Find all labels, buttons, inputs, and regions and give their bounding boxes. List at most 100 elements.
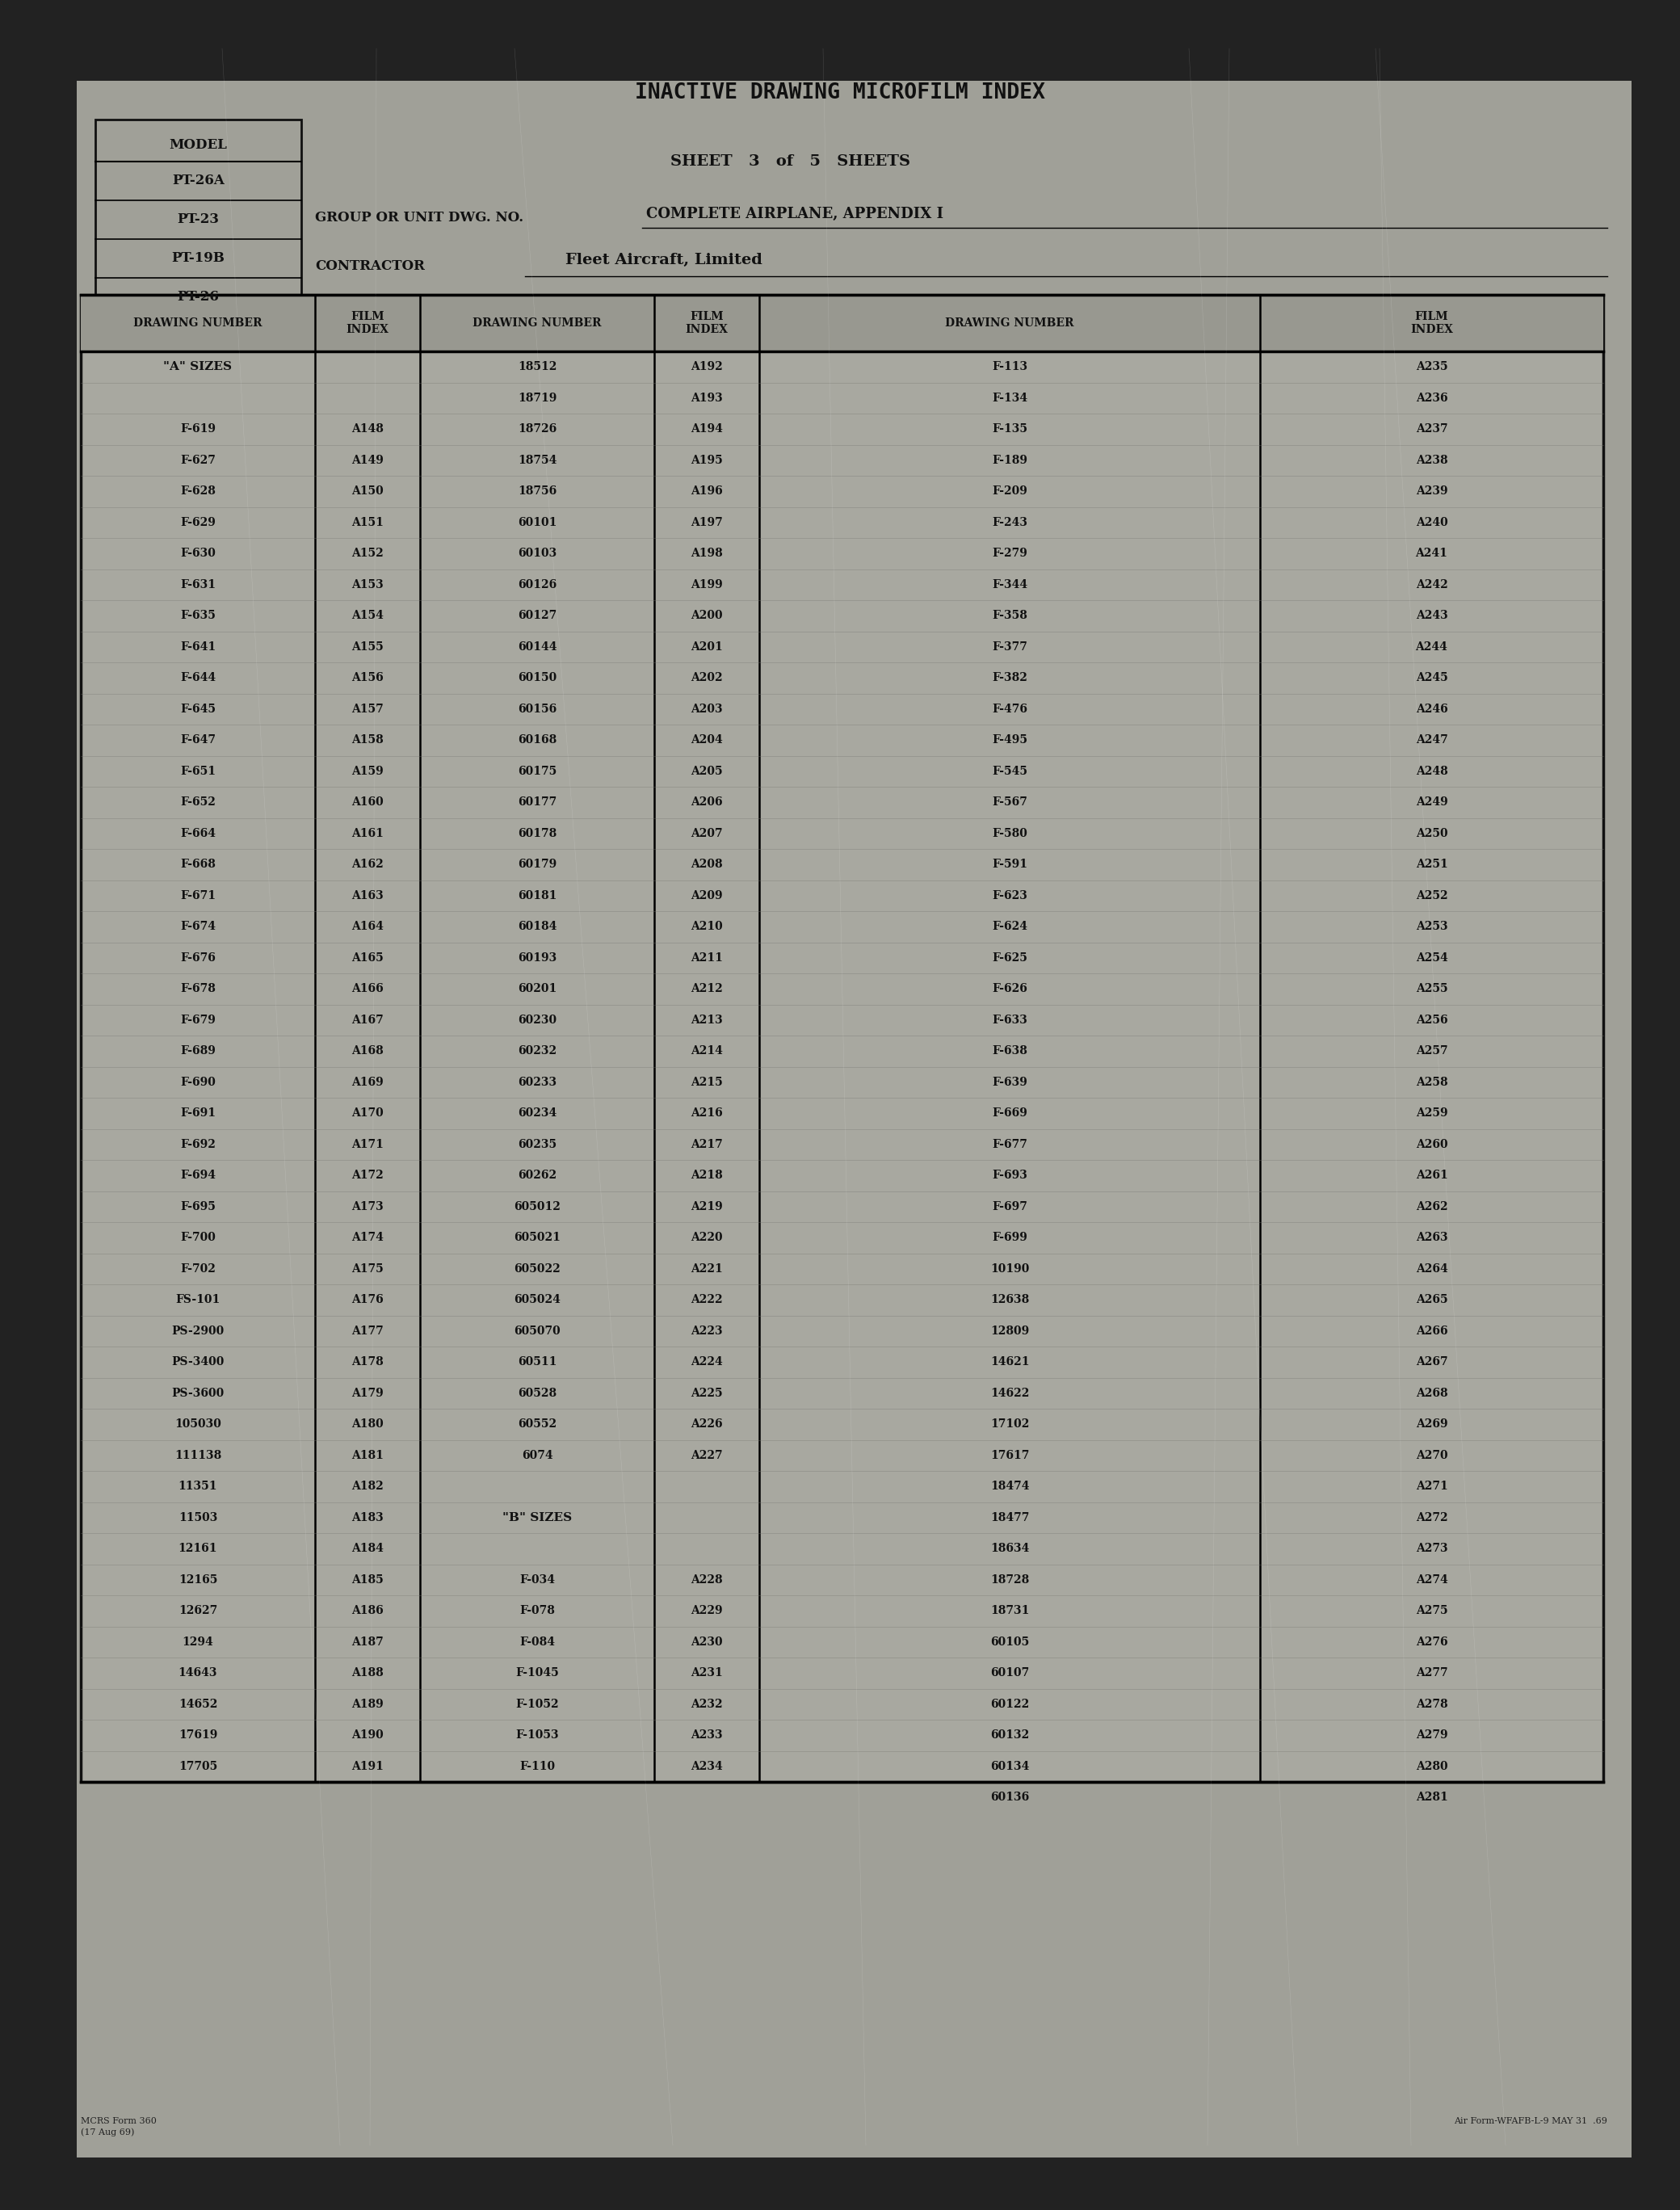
Text: F-694: F-694 bbox=[180, 1169, 215, 1180]
Text: A178: A178 bbox=[351, 1357, 383, 1368]
Text: F-700: F-700 bbox=[180, 1231, 215, 1244]
Text: 60132: 60132 bbox=[990, 1730, 1030, 1741]
Text: 60230: 60230 bbox=[517, 1014, 556, 1025]
Text: A216: A216 bbox=[690, 1107, 722, 1118]
Text: A157: A157 bbox=[351, 703, 383, 714]
Text: A211: A211 bbox=[690, 953, 722, 964]
Text: A228: A228 bbox=[690, 1574, 722, 1585]
Text: 14652: 14652 bbox=[178, 1699, 217, 1711]
Text: 14622: 14622 bbox=[990, 1388, 1030, 1399]
Text: 60101: 60101 bbox=[517, 517, 556, 528]
Text: F-078: F-078 bbox=[519, 1604, 554, 1616]
Text: A163: A163 bbox=[351, 891, 383, 902]
Text: 18719: 18719 bbox=[517, 393, 556, 404]
Text: F-677: F-677 bbox=[991, 1138, 1028, 1149]
Text: 17619: 17619 bbox=[178, 1730, 217, 1741]
Text: F-645: F-645 bbox=[180, 703, 215, 714]
Text: F-671: F-671 bbox=[180, 891, 215, 902]
Text: F-630: F-630 bbox=[180, 548, 215, 559]
Text: "B" SIZES: "B" SIZES bbox=[502, 1512, 571, 1523]
Text: 605022: 605022 bbox=[514, 1264, 561, 1275]
Text: Air Form-WFAFB-L-9 MAY 31  .69: Air Form-WFAFB-L-9 MAY 31 .69 bbox=[1453, 2117, 1608, 2126]
Text: A189: A189 bbox=[351, 1699, 383, 1711]
Text: F-638: F-638 bbox=[991, 1045, 1028, 1056]
Text: A272: A272 bbox=[1416, 1512, 1448, 1523]
Text: A192: A192 bbox=[690, 360, 722, 373]
Text: 11503: 11503 bbox=[178, 1512, 217, 1523]
Text: A208: A208 bbox=[690, 860, 722, 871]
Text: F-476: F-476 bbox=[991, 703, 1028, 714]
Text: 60511: 60511 bbox=[517, 1357, 556, 1368]
Text: A279: A279 bbox=[1416, 1730, 1448, 1741]
Text: A180: A180 bbox=[351, 1419, 383, 1430]
Text: F-693: F-693 bbox=[991, 1169, 1028, 1180]
Text: A265: A265 bbox=[1416, 1295, 1448, 1306]
Text: A239: A239 bbox=[1416, 486, 1448, 497]
Text: A174: A174 bbox=[351, 1231, 383, 1244]
Text: PS-3400: PS-3400 bbox=[171, 1357, 225, 1368]
Text: 60234: 60234 bbox=[517, 1107, 556, 1118]
Text: 60175: 60175 bbox=[517, 765, 556, 778]
Text: 10190: 10190 bbox=[990, 1264, 1030, 1275]
Text: A235: A235 bbox=[1416, 360, 1448, 373]
Text: A237: A237 bbox=[1416, 424, 1448, 435]
Text: A219: A219 bbox=[690, 1200, 722, 1213]
Text: FILM
INDEX: FILM INDEX bbox=[1410, 312, 1453, 336]
Text: F-628: F-628 bbox=[180, 486, 215, 497]
Text: F-135: F-135 bbox=[991, 424, 1028, 435]
Text: A217: A217 bbox=[690, 1138, 722, 1149]
Text: A254: A254 bbox=[1416, 953, 1448, 964]
Text: A275: A275 bbox=[1416, 1604, 1448, 1616]
Text: 60122: 60122 bbox=[990, 1699, 1030, 1711]
Text: A182: A182 bbox=[351, 1481, 383, 1492]
Text: F-377: F-377 bbox=[991, 641, 1028, 652]
Text: A280: A280 bbox=[1416, 1761, 1448, 1772]
Text: A250: A250 bbox=[1416, 829, 1448, 840]
Text: 60262: 60262 bbox=[517, 1169, 556, 1180]
Text: 60126: 60126 bbox=[517, 579, 556, 590]
Text: A238: A238 bbox=[1416, 455, 1448, 466]
Text: A159: A159 bbox=[351, 765, 383, 778]
Text: A188: A188 bbox=[351, 1666, 383, 1680]
Text: A150: A150 bbox=[351, 486, 383, 497]
Text: 111138: 111138 bbox=[175, 1450, 222, 1461]
Text: A172: A172 bbox=[351, 1169, 383, 1180]
Text: 60193: 60193 bbox=[517, 953, 556, 964]
Text: 18728: 18728 bbox=[990, 1574, 1030, 1585]
Text: F-674: F-674 bbox=[180, 922, 215, 933]
Text: F-567: F-567 bbox=[991, 796, 1028, 809]
Text: A212: A212 bbox=[690, 983, 722, 994]
Text: A260: A260 bbox=[1416, 1138, 1448, 1149]
Text: MODEL: MODEL bbox=[170, 139, 227, 152]
Text: A165: A165 bbox=[351, 953, 383, 964]
Text: A218: A218 bbox=[690, 1169, 722, 1180]
Text: A148: A148 bbox=[351, 424, 383, 435]
Text: A179: A179 bbox=[351, 1388, 383, 1399]
Text: A236: A236 bbox=[1416, 393, 1448, 404]
Text: F-626: F-626 bbox=[991, 983, 1028, 994]
Text: A221: A221 bbox=[690, 1264, 722, 1275]
Text: 14621: 14621 bbox=[990, 1357, 1030, 1368]
Text: A171: A171 bbox=[351, 1138, 383, 1149]
Text: A251: A251 bbox=[1416, 860, 1448, 871]
Text: A195: A195 bbox=[690, 455, 722, 466]
Text: A232: A232 bbox=[690, 1699, 722, 1711]
Text: 60232: 60232 bbox=[517, 1045, 556, 1056]
Text: F-580: F-580 bbox=[991, 829, 1028, 840]
Text: 60181: 60181 bbox=[517, 891, 556, 902]
Text: A225: A225 bbox=[690, 1388, 722, 1399]
Text: 18754: 18754 bbox=[517, 455, 556, 466]
Text: A267: A267 bbox=[1416, 1357, 1448, 1368]
Text: A276: A276 bbox=[1416, 1635, 1448, 1649]
Text: A196: A196 bbox=[690, 486, 722, 497]
Text: PT-26: PT-26 bbox=[178, 290, 218, 305]
Text: A257: A257 bbox=[1416, 1045, 1448, 1056]
Text: CONTRACTOR: CONTRACTOR bbox=[316, 261, 425, 274]
Text: A262: A262 bbox=[1416, 1200, 1448, 1213]
Text: 60134: 60134 bbox=[990, 1761, 1030, 1772]
Text: A266: A266 bbox=[1416, 1326, 1448, 1337]
Text: 60178: 60178 bbox=[517, 829, 556, 840]
Text: A166: A166 bbox=[351, 983, 383, 994]
Text: PT-23: PT-23 bbox=[178, 212, 220, 228]
Text: A248: A248 bbox=[1416, 765, 1448, 778]
